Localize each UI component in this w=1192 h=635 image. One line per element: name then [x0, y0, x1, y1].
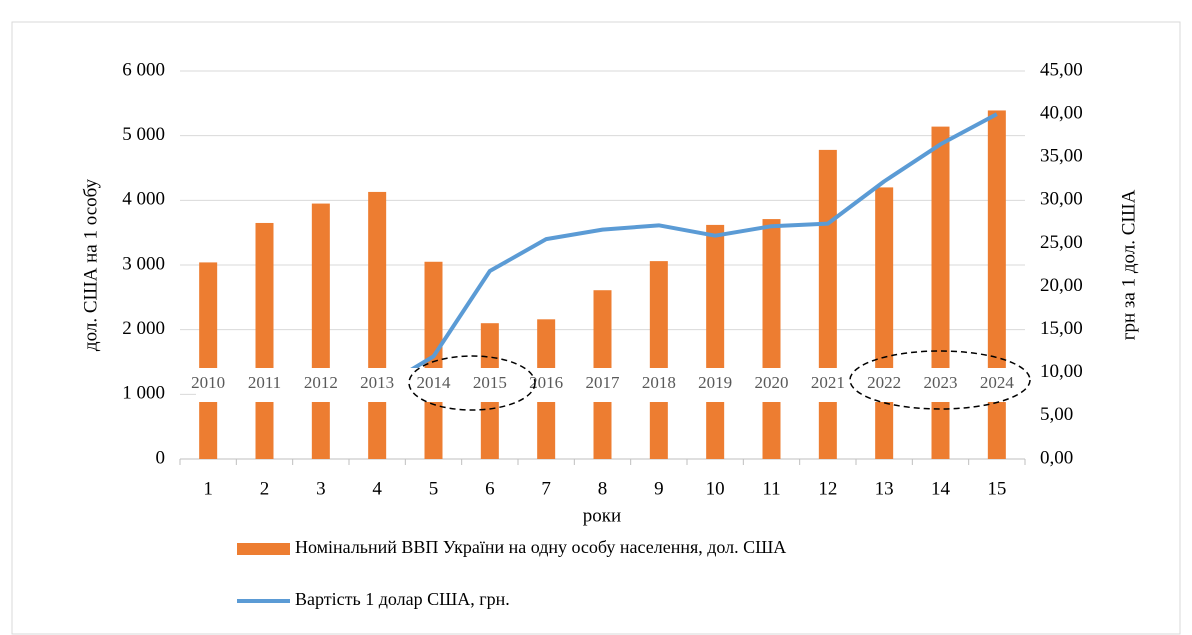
x-tick-label: 7 — [541, 478, 551, 499]
y2-tick-label: 5,00 — [1040, 404, 1073, 425]
y2-tick-label: 30,00 — [1040, 189, 1083, 210]
year-label: 2018 — [642, 373, 676, 392]
y2-axis-label: грн за 1 дол. США — [1118, 189, 1139, 340]
year-band — [196, 368, 1032, 402]
year-label: 2012 — [304, 373, 338, 392]
x-tick-label: 6 — [485, 478, 495, 499]
bar — [255, 222, 274, 459]
x-tick-label: 13 — [875, 478, 894, 499]
y-tick-label: 0 — [156, 447, 166, 468]
x-tick-label: 4 — [372, 478, 382, 499]
year-label: 2016 — [529, 373, 563, 392]
y2-tick-label: 15,00 — [1040, 318, 1083, 339]
year-label: 2014 — [417, 373, 452, 392]
y2-tick-label: 0,00 — [1040, 447, 1073, 468]
y-tick-label: 5 000 — [122, 124, 165, 145]
bar — [762, 219, 781, 459]
x-tick-label: 5 — [429, 478, 439, 499]
x-tick-label: 1 — [203, 478, 213, 499]
year-label: 2021 — [811, 373, 845, 392]
y2-tick-label: 40,00 — [1040, 102, 1083, 123]
year-label: 2010 — [191, 373, 225, 392]
year-label: 2015 — [473, 373, 507, 392]
year-label: 2019 — [698, 373, 732, 392]
x-tick-label: 12 — [818, 478, 837, 499]
x-tick-label: 14 — [931, 478, 951, 499]
bar — [706, 224, 725, 459]
bar — [424, 261, 443, 459]
highlight — [849, 350, 1031, 410]
year-label: 2023 — [924, 373, 958, 392]
y-tick-label: 1 000 — [122, 383, 165, 404]
legend-swatch — [237, 543, 290, 555]
x-tick-label: 15 — [987, 478, 1006, 499]
x-tick-label: 10 — [706, 478, 725, 499]
y-tick-label: 3 000 — [122, 253, 165, 274]
bar — [649, 261, 668, 459]
y-tick-label: 6 000 — [122, 59, 165, 80]
highlight — [408, 355, 536, 411]
year-label: 2024 — [980, 373, 1015, 392]
bar — [818, 149, 837, 460]
year-label: 2017 — [586, 373, 621, 392]
x-tick-label: 2 — [260, 478, 270, 499]
bar — [987, 110, 1006, 460]
year-label: 2022 — [867, 373, 901, 392]
y2-tick-label: 20,00 — [1040, 275, 1083, 296]
x-tick-label: 9 — [654, 478, 664, 499]
bar — [199, 262, 218, 459]
x-tick-label: 3 — [316, 478, 326, 499]
year-label: 2020 — [755, 373, 789, 392]
bar — [368, 191, 387, 459]
year-label: 2013 — [360, 373, 394, 392]
legend-label: Номінальний ВВП України на одну особу на… — [295, 537, 786, 557]
bar — [311, 203, 330, 459]
legend-label: Вартість 1 долар США, грн. — [295, 589, 510, 609]
bar — [875, 187, 894, 459]
year-label: 2011 — [248, 373, 281, 392]
y-axis-label: дол. США на 1 особу — [80, 178, 101, 351]
x-tick-label: 11 — [762, 478, 780, 499]
y-tick-label: 2 000 — [122, 318, 165, 339]
y2-tick-label: 10,00 — [1040, 361, 1083, 382]
y2-tick-label: 25,00 — [1040, 232, 1083, 253]
x-tick-label: 8 — [598, 478, 608, 499]
y2-tick-label: 35,00 — [1040, 146, 1083, 167]
y-tick-label: 4 000 — [122, 189, 165, 210]
y2-tick-label: 45,00 — [1040, 59, 1083, 80]
x-axis-label: роки — [583, 505, 621, 526]
